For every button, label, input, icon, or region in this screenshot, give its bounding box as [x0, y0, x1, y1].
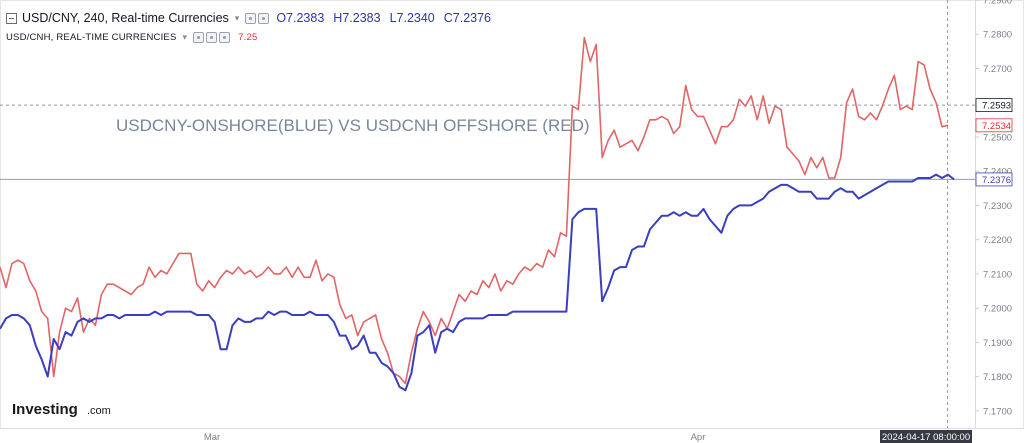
price-tick-label: 7.2900: [983, 0, 1012, 7]
usdcny-last-price-label-text: 7.2376: [982, 175, 1011, 186]
price-tick-label: 7.2800: [983, 30, 1012, 41]
chart-annotation: USDCNY-ONSHORE(BLUE) VS USDCNH OFFSHORE …: [116, 116, 590, 135]
open-value: O7.2383: [276, 11, 325, 25]
usdcnh-last-price-label-box: [975, 118, 1013, 133]
price-labels: 7.2593 7.2534 7.2376: [975, 98, 1013, 187]
price-tick-label: 7.1800: [983, 372, 1012, 383]
price-axis-ticks: 7.29007.28007.27007.26007.25007.24007.23…: [975, 0, 1012, 417]
crosshair-price-label: 7.2593: [975, 98, 1013, 113]
crosshair-time-label-box: [880, 430, 972, 443]
main-symbol-title[interactable]: USD/CNY, 240, Real-time Currencies: [22, 11, 229, 25]
settings-icon[interactable]: [206, 32, 218, 43]
collapse-icon[interactable]: [6, 12, 17, 24]
main-legend: USD/CNY, 240, Real-time Currencies ▾ O7.…: [6, 11, 500, 25]
usdcny-last-price-label: 7.2376: [975, 172, 1013, 187]
close-value: C7.2376: [443, 11, 492, 25]
time-tick-label: Mar: [204, 432, 220, 443]
ohlc-values: O7.2383 H7.2383 L7.2340 C7.2376: [276, 11, 500, 25]
usdcnh-last-price-label-text: 7.2534: [982, 121, 1011, 132]
price-tick-label: 7.1900: [983, 338, 1012, 349]
time-axis: [0, 429, 1024, 443]
price-tick-label: 7.2500: [983, 132, 1012, 143]
close-icon[interactable]: [219, 32, 231, 43]
eye-icon[interactable]: [245, 12, 257, 24]
price-tick-label: 7.2200: [983, 235, 1012, 246]
time-tick-label: Apr: [691, 432, 706, 443]
chevron-down-icon[interactable]: ▾: [234, 12, 240, 23]
high-value: H7.2383: [333, 11, 381, 25]
investing-logo: Investing .com: [12, 401, 111, 418]
eye-icon[interactable]: [193, 32, 205, 43]
usdcny-last-price-label-box: [975, 172, 1013, 187]
crosshair-price-label-text: 7.2593: [982, 101, 1011, 112]
crosshair-price-label-box: [975, 98, 1013, 113]
price-tick-label: 7.2100: [983, 269, 1012, 280]
time-axis-ticks: Mar Apr: [204, 432, 706, 443]
price-tick-label: 7.2700: [983, 64, 1012, 75]
compare-value: 7.25: [238, 32, 258, 43]
compare-legend: USD/CNH, REAL-TIME CURRENCIES ▾ 7.25: [6, 32, 258, 43]
price-tick-label: 7.2000: [983, 304, 1012, 315]
usdcnh-last-price-label: 7.2534: [975, 118, 1013, 133]
crosshair-time-label: 2024-04-17 08:00:00: [882, 432, 970, 443]
logo-suffix: .com: [87, 405, 111, 417]
settings-icon[interactable]: [258, 12, 270, 24]
logo-text: Investing: [12, 401, 78, 418]
price-tick-label: 7.2400: [983, 167, 1012, 178]
chart-border: [0, 0, 1024, 429]
usdcny-series-line: [0, 173, 955, 392]
chevron-down-icon[interactable]: ▾: [182, 32, 188, 42]
price-tick-label: 7.2300: [983, 201, 1012, 212]
compare-symbol-title[interactable]: USD/CNH, REAL-TIME CURRENCIES: [6, 32, 177, 43]
low-value: L7.2340: [389, 11, 435, 25]
price-tick-label: 7.1700: [983, 406, 1012, 417]
usdcnh-series-line: [0, 36, 949, 385]
